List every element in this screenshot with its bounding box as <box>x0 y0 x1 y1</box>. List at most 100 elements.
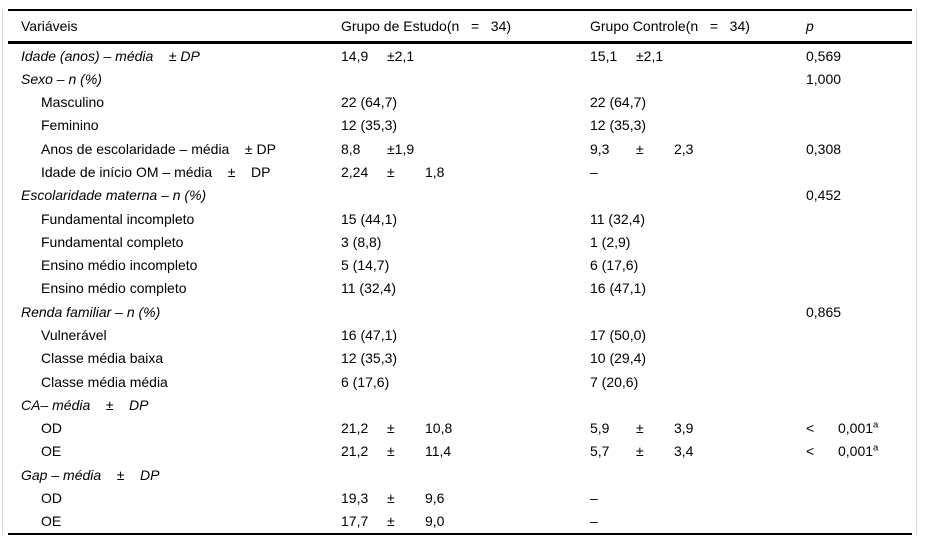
variable-label: OE <box>41 443 62 460</box>
variable-label: Escolaridade materna – n (%) <box>21 187 207 204</box>
variable-label: Anos de escolaridade – média ± DP <box>41 140 276 157</box>
table-row: Gap – média ± DP <box>3 463 916 486</box>
variable-label: CA– média ± DP <box>21 396 149 413</box>
cell-value-segment: 17 (50,0) <box>590 327 647 344</box>
cell-value-segment: 3,9 <box>674 420 694 437</box>
cell-value-segment: 6 (17,6) <box>590 257 639 274</box>
variable-label: Classe média média <box>41 373 168 390</box>
cell-value-segment: 11 (32,4) <box>590 210 645 227</box>
table-bottom-rule <box>8 533 912 535</box>
study-group-cell: 22 (64,7) <box>341 94 590 110</box>
control-group-cell: – <box>590 490 806 506</box>
study-group-cell: 5 (14,7) <box>341 257 590 273</box>
cell-value-segment: 3,4 <box>674 443 694 460</box>
variable-label: OD <box>41 489 62 506</box>
table-row: Feminino 12 (35,3) 12 (35,3) <box>3 114 916 137</box>
variable-label-cell: Vulnerável <box>21 327 341 343</box>
cell-value-segment: 15,1 <box>590 47 618 64</box>
cell-value-segment: 17,7 <box>341 513 369 530</box>
cell-value-segment: 12 (35,3) <box>341 117 398 134</box>
cell-value-segment: ± <box>387 489 395 506</box>
variable-label-cell: Masculino <box>21 94 341 110</box>
col-header-p: p <box>806 18 814 34</box>
table-row: Sexo – n (%) 1,000 <box>3 67 916 90</box>
control-group-cell: 5,7 ±3,4 <box>590 443 806 459</box>
cell-value-segment: 8,8 <box>341 140 361 157</box>
header-separator-rule <box>8 41 912 44</box>
cell-value-segment: 1,8 <box>425 164 445 181</box>
p-value: 0,308 <box>806 140 842 157</box>
cell-value-segment: ± <box>387 164 395 181</box>
table-row: OD 21,2 ±10,8 5,9 ±3,9 <0,001a <box>3 417 916 440</box>
col-header-grupo-controle: Grupo Controle(n = 34) <box>590 18 750 34</box>
control-group-cell: 7 (20,6) <box>590 374 806 390</box>
control-group-cell: 11 (32,4) <box>590 211 806 227</box>
results-table: Variáveis Grupo de Estudo(n = 34) Grupo … <box>2 9 917 535</box>
cell-value-segment: 9,0 <box>425 513 445 530</box>
table-row: OE 21,2 ±11,4 5,7 ±3,4 <0,001a <box>3 440 916 463</box>
variable-label-cell: Fundamental incompleto <box>21 211 341 227</box>
table-row: Vulnerável 16 (47,1) 17 (50,0) <box>3 323 916 346</box>
control-group-cell: 1 (2,9) <box>590 234 806 250</box>
cell-value-segment: ± <box>387 513 395 530</box>
variable-label: Fundamental completo <box>41 233 184 250</box>
variable-label-cell: Fundamental completo <box>21 234 341 250</box>
control-group-cell: 15,1 ±2,1 <box>590 48 806 64</box>
variable-label: Feminino <box>41 117 99 134</box>
study-group-cell: 8,8 ±1,9 <box>341 141 590 157</box>
table-body: Idade (anos) – média ± DP 14,9 ±2,1 15,1 ±2,… <box>3 44 916 533</box>
cell-value-segment: 5,7 <box>590 443 610 460</box>
cell-value-segment: 11,4 <box>425 443 452 460</box>
study-group-cell: 6 (17,6) <box>341 374 590 390</box>
table-row: OE 17,7 ±9,0 – <box>3 510 916 533</box>
variable-label-cell: Ensino médio incompleto <box>21 257 341 273</box>
table-row: Fundamental completo 3 (8,8) 1 (2,9) <box>3 230 916 253</box>
variable-label-cell: Gap – média ± DP <box>21 467 341 483</box>
col-header-grupo-estudo: Grupo de Estudo(n = 34) <box>341 18 512 34</box>
variable-label: Fundamental incompleto <box>41 210 195 227</box>
table-row: Classe média média 6 (17,6) 7 (20,6) <box>3 370 916 393</box>
variable-label: Ensino médio completo <box>41 280 187 297</box>
control-group-cell: 22 (64,7) <box>590 94 806 110</box>
cell-value-segment: 9,6 <box>425 489 445 506</box>
variable-label: Idade de início OM – média ± DP <box>41 164 271 181</box>
table-header-row: Variáveis Grupo de Estudo(n = 34) Grupo … <box>3 11 916 41</box>
cell-value-segment: ± <box>387 443 395 460</box>
variable-label: Gap – média ± DP <box>21 466 160 483</box>
variable-label-cell: Sexo – n (%) <box>21 71 341 87</box>
less-than-sign: < <box>806 420 815 437</box>
variable-label-cell: Classe média baixa <box>21 350 341 366</box>
variable-label-cell: OD <box>21 490 341 506</box>
variable-label-cell: CA– média ± DP <box>21 397 341 413</box>
p-value: 1,000 <box>806 70 842 87</box>
col-header-variaveis: Variáveis <box>21 18 78 34</box>
footnote-marker: a <box>873 442 879 454</box>
p-value: 0,865 <box>806 303 842 320</box>
footnote-marker: a <box>873 419 879 431</box>
variable-label: Classe média baixa <box>41 350 164 367</box>
table-row: OD 19,3 ±9,6 – <box>3 486 916 509</box>
study-group-cell: 21,2 ±11,4 <box>341 443 590 459</box>
cell-value-segment: ±2,1 <box>387 47 415 64</box>
cell-value-segment: 22 (64,7) <box>341 94 398 111</box>
table-row: Renda familiar – n (%) 0,865 <box>3 300 916 323</box>
variable-label: Idade (anos) – média ± DP <box>21 47 200 64</box>
variable-label-cell: Feminino <box>21 117 341 133</box>
variable-label-cell: OE <box>21 513 341 529</box>
variable-label: OE <box>41 513 62 530</box>
cell-value-segment: 19,3 <box>341 489 369 506</box>
cell-value-segment: 22 (64,7) <box>590 94 647 111</box>
control-group-cell: 6 (17,6) <box>590 257 806 273</box>
cell-value-segment: 5,9 <box>590 420 610 437</box>
table-row: CA– média ± DP <box>3 393 916 416</box>
study-group-cell: 17,7 ±9,0 <box>341 513 590 529</box>
p-value-cell: 1,000 <box>806 71 916 87</box>
cell-value-segment: 11 (32,4) <box>341 280 396 297</box>
cell-value-segment: 10,8 <box>425 420 453 437</box>
cell-value-segment: 2,3 <box>674 140 694 157</box>
study-group-cell: 15 (44,1) <box>341 211 590 227</box>
control-group-cell: 12 (35,3) <box>590 117 806 133</box>
control-group-cell: – <box>590 513 806 529</box>
study-group-cell: 14,9 ±2,1 <box>341 48 590 64</box>
cell-value-segment: ±1,9 <box>387 140 415 157</box>
